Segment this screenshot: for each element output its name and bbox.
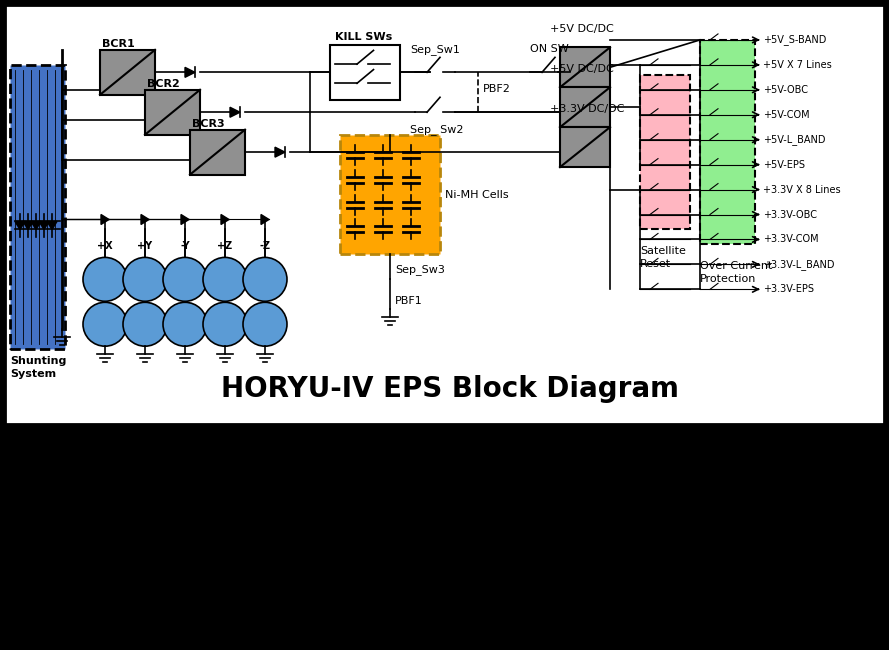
Text: Satellite: Satellite [640,246,686,256]
Text: PBF1: PBF1 [395,296,423,306]
Bar [560,127,610,167]
Text: +Y: +Y [138,241,153,252]
Circle shape [123,302,167,346]
Text: Sep_Sw3: Sep_Sw3 [395,265,444,275]
Text: HORYU-IV EPS Block Diagram: HORYU-IV EPS Block Diagram [221,375,679,403]
Text: PBF2: PBF2 [483,84,511,94]
Polygon shape [141,214,149,224]
Text: +3.3V-COM: +3.3V-COM [763,235,819,244]
Text: +5V DC/DC: +5V DC/DC [550,64,613,74]
Text: -Y: -Y [180,241,190,252]
Text: +5V X 7 Lines: +5V X 7 Lines [763,60,832,70]
Text: +3.3V-L_BAND: +3.3V-L_BAND [763,259,835,270]
Text: Over Current: Over Current [700,261,773,271]
Polygon shape [39,222,49,229]
Text: +3.3V-EPS: +3.3V-EPS [763,284,814,294]
Polygon shape [275,147,285,157]
Circle shape [123,257,167,302]
Bar [640,75,690,229]
Bar [10,65,65,349]
Polygon shape [47,222,57,229]
Text: +Z: +Z [218,241,233,252]
Polygon shape [181,214,189,224]
Text: +3.3V X 8 Lines: +3.3V X 8 Lines [763,185,841,194]
Text: +3.3V-OBC: +3.3V-OBC [763,209,817,220]
Polygon shape [101,214,109,224]
Text: Reset: Reset [640,259,671,269]
Polygon shape [23,222,33,229]
Polygon shape [230,107,240,117]
Polygon shape [221,214,229,224]
Polygon shape [185,68,195,77]
Polygon shape [31,222,41,229]
Circle shape [203,302,247,346]
Text: BCR1: BCR1 [102,39,135,49]
Text: +5V DC/DC: +5V DC/DC [550,25,613,34]
Polygon shape [15,222,25,229]
Text: +X: +X [97,241,113,252]
Bar [190,130,245,175]
Text: +5V-OBC: +5V-OBC [763,84,808,95]
Bar [340,135,440,254]
Text: Sep_ Sw2: Sep_ Sw2 [410,124,463,135]
Circle shape [243,302,287,346]
Text: BCR2: BCR2 [147,79,180,89]
Text: +5V_S-BAND: +5V_S-BAND [763,34,827,46]
Text: +5V-EPS: +5V-EPS [763,160,805,170]
Text: ON SW: ON SW [530,44,569,55]
Bar [560,87,610,127]
Bar [100,50,155,95]
Circle shape [203,257,247,302]
Text: Sep_Sw1: Sep_Sw1 [410,44,460,55]
Text: Protection: Protection [700,274,757,284]
Circle shape [163,302,207,346]
Text: KILL SWs: KILL SWs [335,32,392,42]
Polygon shape [261,214,269,224]
Text: BCR3: BCR3 [192,119,225,129]
Text: +5V-L_BAND: +5V-L_BAND [763,134,826,145]
Bar [145,90,200,135]
Bar [560,47,610,87]
Text: -Z: -Z [260,241,270,252]
Text: +3.3V DC/DC: +3.3V DC/DC [550,104,624,114]
Circle shape [83,257,127,302]
Text: +5V-COM: +5V-COM [763,110,810,120]
Text: Shunting: Shunting [10,356,67,366]
Circle shape [83,302,127,346]
Bar [700,40,755,244]
Circle shape [243,257,287,302]
Text: Ni-MH Cells: Ni-MH Cells [445,190,509,200]
Bar [330,45,400,99]
Circle shape [163,257,207,302]
Text: System: System [10,369,56,379]
